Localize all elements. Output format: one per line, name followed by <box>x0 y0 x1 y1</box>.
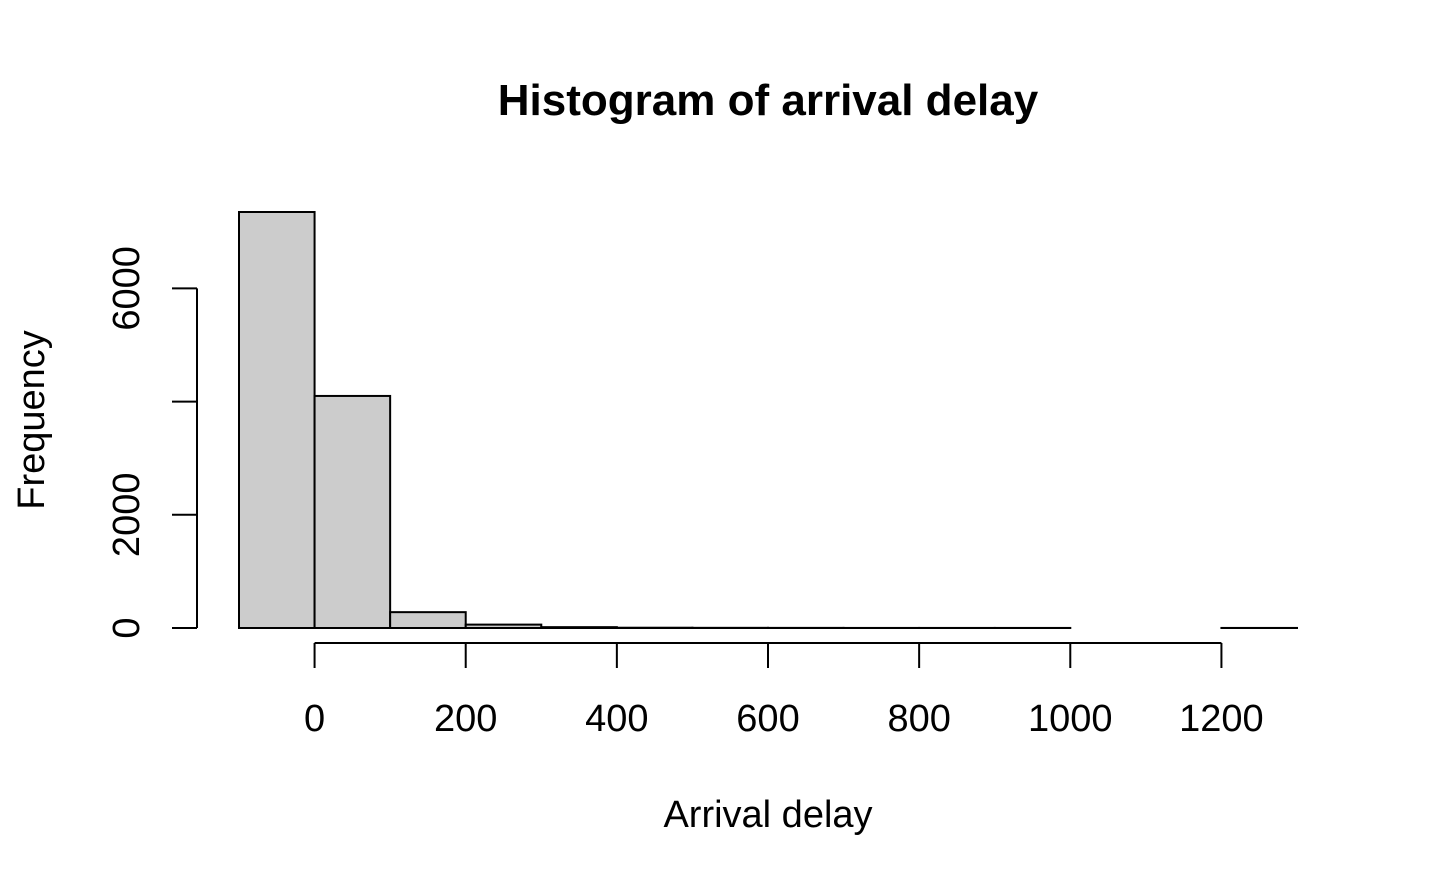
x-tick-label: 200 <box>434 698 497 740</box>
histogram-bars <box>238 211 1299 630</box>
x-tick-label: 1000 <box>1028 698 1113 740</box>
chart-title: Histogram of arrival delay <box>498 76 1039 125</box>
y-tick-label: 0 <box>106 617 148 638</box>
histogram-bar <box>464 623 543 629</box>
histogram-bar <box>540 626 618 629</box>
x-tick-label: 600 <box>736 698 799 740</box>
y-axis: 0 2000 6000 <box>106 246 198 639</box>
y-tick-label: 6000 <box>106 246 148 331</box>
histogram-bar <box>238 211 316 629</box>
y-tick-label: 2000 <box>106 473 148 558</box>
x-tick-label: 400 <box>585 698 648 740</box>
y-axis-label: Frequency <box>11 330 53 510</box>
histogram-bar <box>313 394 392 630</box>
x-tick-label: 800 <box>887 698 950 740</box>
x-axis-label: Arrival delay <box>663 794 872 836</box>
x-tick-label: 0 <box>304 698 325 740</box>
x-axis: 0 200 400 600 800 1000 1200 <box>304 642 1264 740</box>
x-tick-label: 1200 <box>1179 698 1264 740</box>
histogram-bar <box>389 611 467 630</box>
